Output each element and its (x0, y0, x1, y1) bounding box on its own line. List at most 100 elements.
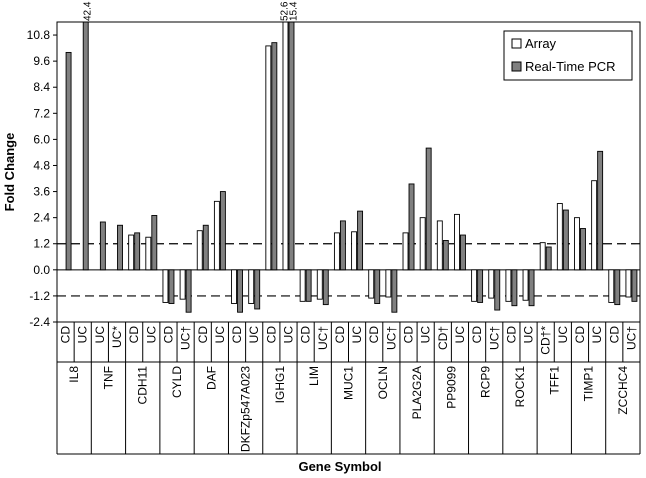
category-label: CD (504, 326, 518, 344)
bar-pcr (391, 269, 398, 313)
gene-label-cdh11: CDH11 (136, 366, 150, 405)
bar-array (402, 232, 409, 271)
category-ocln-1: CD (367, 269, 381, 344)
category-label: UC† (316, 326, 330, 350)
y-tick-label: 3.6 (33, 185, 50, 199)
gene-label-rock1: ROCK1 (513, 366, 527, 408)
category-label: CD (470, 326, 484, 344)
category-muc1-2: UC (350, 210, 364, 343)
category-daf-1: CD (196, 224, 210, 344)
category-pp9099-2: UC (453, 213, 467, 343)
category-label: CD (59, 326, 73, 344)
y-tick-label: 7.2 (33, 106, 50, 120)
category-label: UC† (179, 326, 193, 350)
y-tick-label: -1.2 (29, 289, 50, 303)
bar-array (556, 203, 563, 271)
bar-array (231, 269, 237, 304)
bar-array (179, 269, 186, 300)
gene-label-tnf: TNF (101, 366, 115, 389)
bar-pcr (408, 183, 415, 271)
y-tick-label: 8.4 (33, 80, 50, 94)
gene-label-zcchc4: ZCCHC4 (616, 366, 630, 415)
category-rcp9-1: CD (470, 269, 484, 344)
category-pla2g2a-2: UC (419, 147, 433, 344)
bar-pcr (580, 228, 586, 271)
gene-label-daf: DAF (204, 366, 218, 390)
bar-pcr (254, 269, 261, 310)
legend-swatch-array (511, 38, 522, 49)
gene-label-lim: LIM (307, 366, 321, 386)
bar-array (333, 232, 340, 271)
category-label: UC† (487, 326, 501, 350)
bar-array (213, 200, 220, 271)
category-label: UC (93, 326, 107, 344)
bar-pcr (168, 269, 175, 304)
category-label: UC (419, 326, 433, 344)
bar-array (265, 45, 272, 271)
bar-pcr (237, 269, 243, 313)
bar-pcr (357, 210, 364, 271)
category-label: CD (607, 326, 621, 344)
category-label: UC (247, 326, 261, 344)
bar-pcr (374, 269, 381, 304)
gene-label-il8: IL8 (67, 366, 81, 383)
bar-array (488, 269, 495, 299)
category-label: CD (367, 326, 381, 344)
category-daf-2: UC (213, 191, 227, 343)
gene-label-pla2g2a: PLA2G2A (410, 366, 424, 419)
bar-array (351, 231, 358, 271)
gene-label-timp1: TIMP1 (582, 366, 596, 402)
gene-label-rcp9: RCP9 (479, 366, 493, 398)
category-label: CD (161, 326, 175, 344)
bar-pcr (442, 240, 449, 271)
bar-array (162, 269, 169, 303)
bar-array (128, 234, 135, 271)
category-label: UC (522, 326, 536, 344)
bar-array (368, 269, 375, 299)
bar-array-annotation: 52.6 (279, 1, 290, 21)
bar-pcr (82, 21, 89, 271)
bar-array (471, 269, 478, 302)
category-label: CD (127, 326, 141, 344)
bar-array (608, 269, 615, 303)
bar-array (299, 269, 306, 302)
y-tick-label: 0.0 (33, 263, 50, 277)
y-axis-title: Fold Change (2, 133, 17, 212)
category-cyld-1: CD (161, 269, 175, 344)
category-label: CD (196, 326, 210, 344)
bar-array (591, 180, 598, 271)
category-il8-1: CD (59, 51, 73, 344)
bar-pcr (494, 269, 501, 311)
category-label: UC† (624, 326, 638, 350)
bar-pcr (219, 191, 226, 271)
bar-pcr (339, 220, 346, 271)
bar-pcr (305, 269, 312, 302)
category-cdh11-1: CD (127, 232, 141, 344)
category-tnf-2: UC* (110, 224, 124, 348)
category-ighg1-1: CD (264, 42, 278, 343)
bar-array (436, 220, 443, 271)
gene-label-ighg1: IGHG1 (273, 366, 287, 404)
bar-array (574, 217, 580, 271)
bar-array (505, 269, 512, 302)
bar-array (248, 269, 255, 304)
bar-array (196, 230, 203, 271)
bar-pcr-annotation: 42.4 (83, 1, 94, 21)
bar-array (316, 269, 323, 300)
bar-array (145, 236, 152, 271)
category-timp1-1: CD (573, 217, 587, 343)
x-axis-title: Gene Symbol (298, 459, 381, 474)
category-zcchc4-2: UC† (624, 269, 638, 350)
category-dkfzp547a023-1: CD (230, 269, 244, 343)
gene-label-muc1: MUC1 (342, 366, 356, 400)
y-tick-label: 1.2 (33, 237, 50, 251)
plot-area: 10.8 9.6 8.4 7.2 6.0 4.8 3.6 2.4 1.2 0.0 -1.2 -2.4 C… (27, 1, 641, 455)
legend: Array Real-Time PCR (503, 30, 633, 81)
bar-pcr (511, 269, 518, 307)
category-pla2g2a-1: CD (402, 183, 416, 343)
category-label: UC (281, 326, 295, 344)
category-rock1-1: CD (504, 269, 518, 344)
bar-pcr (631, 269, 638, 302)
bar-array (385, 269, 392, 298)
